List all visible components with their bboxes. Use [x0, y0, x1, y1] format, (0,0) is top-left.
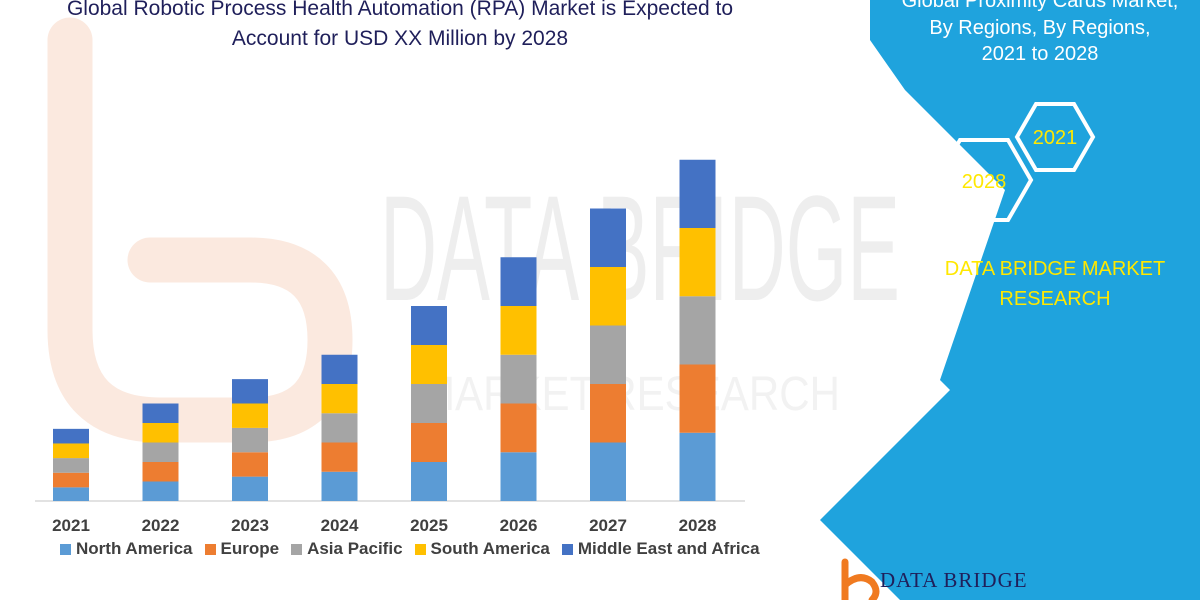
bar-segment-2021-europe [53, 472, 89, 488]
x-tick-label-2021: 2021 [52, 516, 90, 535]
bar-segment-2023-north-america [232, 476, 268, 501]
bar-segment-2024-asia-pacific [321, 413, 358, 443]
panel-heading-line-3: 2021 to 2028 [981, 43, 1099, 65]
legend-label: Europe [220, 539, 280, 558]
bar-segment-2021-middle-east-and-africa [53, 428, 89, 444]
x-tick-labels: 2021 2022 2023 2024 2025 2026 2027 2028 [52, 516, 716, 535]
footer-logo-icon [841, 558, 880, 600]
legend-swatch [561, 543, 573, 555]
bar-segment-2026-asia-pacific [500, 354, 537, 404]
bar-segment-2022-north-america [142, 481, 179, 501]
bar-segment-2023-south-america [232, 403, 268, 428]
bar-segment-2028-middle-east-and-africa [679, 159, 716, 228]
x-tick-label-2022: 2022 [142, 516, 180, 535]
bar-segment-2028-asia-pacific [679, 296, 716, 365]
legend-label: South America [430, 539, 550, 558]
bar-segment-2027-europe [590, 384, 626, 443]
legend-swatch [204, 543, 216, 555]
x-tick-label-2024: 2024 [321, 516, 359, 535]
watermark-subtext: MARKET RESEARCH [420, 368, 840, 421]
hex-badge-2028: 2028 [962, 171, 1007, 193]
hexagon-2028-icon [934, 138, 1034, 222]
chart-title-line-1: Global Robotic Process Health Automation… [66, 0, 734, 20]
bar-segment-2021-south-america [53, 443, 89, 459]
bar-segment-2023-europe [232, 452, 268, 477]
watermark-text: DATA BRIDGE [380, 164, 900, 332]
bar-segment-2021-asia-pacific [53, 458, 89, 473]
bar-segment-2021-north-america [53, 487, 89, 501]
side-panel-background [820, 0, 1200, 600]
bar-segment-2023-asia-pacific [232, 427, 268, 453]
x-tick-label-2025: 2025 [410, 516, 448, 535]
legend-item-middle-east-and-africa: Middle East and Africa [561, 539, 760, 559]
bar-segment-2025-middle-east-and-africa [411, 306, 447, 345]
hex-badge-2021: 2021 [1033, 127, 1078, 149]
legend-label: Asia Pacific [307, 539, 403, 558]
legend-swatch [60, 543, 71, 555]
legend-item-north-america: North America [60, 539, 193, 559]
bar-segment-2026-europe [500, 403, 537, 453]
bar-segment-2022-middle-east-and-africa [142, 403, 179, 423]
legend-item-south-america: South America [414, 539, 550, 559]
chart-legend: North America Europe Asia Pacific South Ame… [60, 539, 760, 559]
bar-segment-2027-middle-east-and-africa [590, 208, 626, 267]
legend-label: North America [76, 539, 193, 558]
bar-group [53, 159, 716, 501]
brand-name-line-1: DATA BRIDGE MARKET [944, 258, 1166, 280]
bar-segment-2024-middle-east-and-africa [321, 354, 358, 384]
bar-segment-2028-north-america [679, 432, 716, 501]
legend-swatch [414, 543, 426, 555]
bar-segment-2028-europe [679, 364, 716, 433]
bar-segment-2022-europe [142, 462, 179, 482]
watermark-logo-icon [47, 17, 353, 443]
bar-segment-2024-north-america [321, 471, 358, 501]
x-tick-label-2026: 2026 [500, 516, 538, 535]
bar-segment-2023-middle-east-and-africa [232, 379, 268, 404]
bar-segment-2022-south-america [142, 423, 179, 443]
bar-segment-2026-north-america [500, 452, 537, 501]
bar-segment-2027-north-america [590, 442, 626, 501]
x-tick-label-2028: 2028 [679, 516, 717, 535]
bar-segment-2028-south-america [679, 228, 716, 297]
bar-segment-2025-europe [411, 423, 447, 462]
brand-name-line-2: RESEARCH [999, 288, 1111, 310]
bar-segment-2025-asia-pacific [411, 384, 447, 423]
bar-segment-2026-south-america [500, 306, 537, 355]
bar-segment-2025-south-america [411, 345, 447, 384]
legend-swatch [291, 543, 303, 555]
bar-segment-2025-north-america [411, 462, 447, 501]
footer-logo-text: DATA BRIDGE [880, 568, 1028, 592]
legend-item-europe: Europe [204, 539, 280, 559]
panel-heading-line-1: Global Proximity Cards Market, [901, 0, 1179, 12]
x-tick-label-2023: 2023 [231, 516, 269, 535]
x-tick-label-2027: 2027 [589, 516, 627, 535]
bar-segment-2027-asia-pacific [590, 325, 626, 384]
bar-segment-2022-asia-pacific [142, 442, 179, 462]
bar-segment-2026-middle-east-and-africa [500, 257, 537, 306]
bar-segment-2027-south-america [590, 267, 626, 326]
bar-segment-2024-south-america [321, 384, 358, 414]
panel-heading-line-2: By Regions, By Regions, [929, 17, 1151, 39]
legend-label: Middle East and Africa [577, 539, 760, 558]
legend-item-asia-pacific: Asia Pacific [291, 539, 403, 559]
chart-title-line-2: Account for USD XX Million by 2028 [231, 27, 569, 50]
bar-segment-2024-europe [321, 442, 358, 472]
hexagon-2021-icon [1014, 102, 1096, 172]
